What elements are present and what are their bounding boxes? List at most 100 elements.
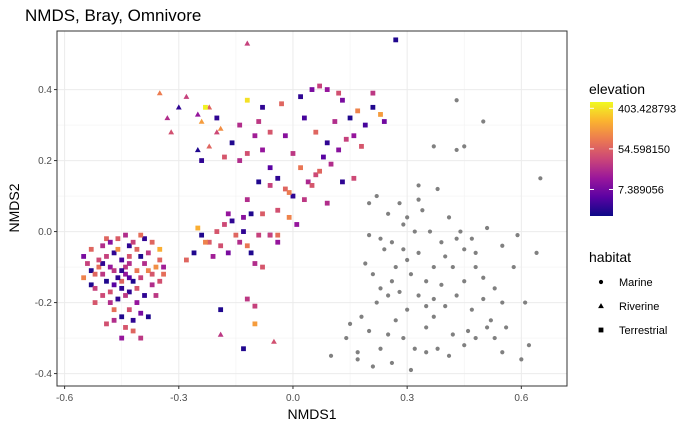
terrestrial-point xyxy=(222,222,227,227)
terrestrial-point xyxy=(241,214,246,220)
terrestrial-point xyxy=(184,257,189,263)
terrestrial-point xyxy=(260,104,265,110)
terrestrial-point xyxy=(111,307,117,313)
terrestrial-point xyxy=(214,115,220,121)
terrestrial-point xyxy=(130,328,136,334)
terrestrial-point xyxy=(123,264,128,270)
marine-point xyxy=(481,275,486,280)
marine-point xyxy=(389,279,395,284)
marine-point xyxy=(462,343,467,348)
terrestrial-point xyxy=(275,239,281,245)
terrestrial-point xyxy=(142,293,147,298)
marine-point xyxy=(416,183,421,188)
colorbar xyxy=(590,102,613,216)
marine-point xyxy=(515,233,520,238)
marine-point xyxy=(405,257,410,263)
grid-lines xyxy=(57,31,567,386)
terrestrial-point xyxy=(157,278,163,284)
data-points xyxy=(81,37,543,373)
terrestrial-point xyxy=(275,175,281,181)
terrestrial-point xyxy=(81,254,87,259)
marine-point xyxy=(401,335,406,341)
marine-point xyxy=(523,300,528,305)
terrestrial-point xyxy=(244,197,250,203)
chart-title: NMDS, Bray, Omnivore xyxy=(25,6,201,25)
terrestrial-point xyxy=(153,264,159,270)
terrestrial-point xyxy=(107,289,113,295)
terrestrial-point xyxy=(88,268,94,274)
x-tick-label: 0.0 xyxy=(286,393,300,404)
terrestrial-point xyxy=(332,119,338,124)
terrestrial-point xyxy=(267,232,273,238)
terrestrial-point xyxy=(244,151,250,156)
marine-point xyxy=(462,144,467,149)
plot-border xyxy=(56,30,568,387)
marine-point xyxy=(500,350,505,355)
terrestrial-point xyxy=(153,293,159,298)
terrestrial-point xyxy=(145,250,151,256)
marine-point xyxy=(454,98,459,103)
riverine-point xyxy=(217,125,224,131)
terrestrial-point xyxy=(126,289,132,295)
terrestrial-point xyxy=(267,165,273,171)
terrestrial-point xyxy=(351,175,357,181)
marine-point xyxy=(408,367,414,373)
terrestrial-point xyxy=(111,250,117,256)
marine-point xyxy=(484,225,490,231)
terrestrial-point xyxy=(157,246,163,252)
terrestrial-point xyxy=(222,154,227,160)
terrestrial-point xyxy=(149,271,155,277)
terrestrial-point xyxy=(237,239,243,245)
terrestrial-point xyxy=(96,264,102,270)
colorbar-tick-label: 54.598150 xyxy=(618,144,670,156)
terrestrial-point xyxy=(347,115,353,121)
marine-point xyxy=(370,272,375,277)
marine-point xyxy=(412,229,417,234)
terrestrial-point xyxy=(328,161,334,167)
terrestrial-point xyxy=(130,278,136,284)
terrestrial-point xyxy=(290,151,296,156)
marine-point xyxy=(397,201,402,206)
marine-point xyxy=(401,222,406,227)
terrestrial-point xyxy=(244,97,250,103)
y-tick-label: -0.4 xyxy=(35,369,53,380)
terrestrial-point xyxy=(104,254,109,259)
terrestrial-point xyxy=(104,321,109,327)
terrestrial-point xyxy=(233,232,239,238)
marine-point xyxy=(374,300,379,305)
terrestrial-point xyxy=(351,133,357,139)
terrestrial-point xyxy=(138,254,144,259)
terrestrial-point xyxy=(119,335,125,341)
terrestrial-point xyxy=(92,271,98,277)
terrestrial-point xyxy=(282,186,288,192)
terrestrial-point xyxy=(134,300,140,305)
terrestrial-point xyxy=(282,133,288,139)
terrestrial-point xyxy=(256,119,262,124)
marine-point xyxy=(454,147,459,153)
terrestrial-point xyxy=(210,254,216,259)
marine-point xyxy=(378,346,383,351)
marine-point xyxy=(389,240,395,245)
terrestrial-point xyxy=(381,119,387,124)
shape-legend-label: Marine xyxy=(619,277,653,289)
terrestrial-point xyxy=(206,239,212,245)
terrestrial-point xyxy=(115,275,121,281)
terrestrial-point xyxy=(126,275,132,281)
marine-point xyxy=(355,350,360,355)
marine-point xyxy=(435,346,440,351)
terrestrial-point xyxy=(107,300,113,305)
terrestrial-point xyxy=(252,133,258,139)
marine-point xyxy=(427,229,433,234)
marine-point xyxy=(446,215,452,220)
terrestrial-point xyxy=(199,232,205,238)
terrestrial-point xyxy=(248,211,254,217)
riverine-point xyxy=(194,147,201,153)
marine-point xyxy=(443,254,448,259)
marine-point xyxy=(389,360,395,366)
riverine-point xyxy=(175,104,182,110)
terrestrial-point xyxy=(134,268,140,274)
terrestrial-point xyxy=(85,261,90,266)
terrestrial-point xyxy=(142,236,147,242)
terrestrial-point xyxy=(324,140,330,146)
x-tick-label: -0.3 xyxy=(170,393,188,404)
